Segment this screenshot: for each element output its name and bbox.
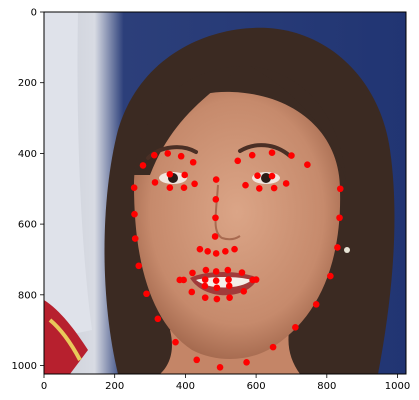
landmark-point-55 xyxy=(240,287,248,295)
landmark-point-2 xyxy=(131,235,139,242)
landmark-point-36 xyxy=(151,179,159,186)
landmark-point-22 xyxy=(234,157,242,165)
x-tick-label-0: 0 xyxy=(41,381,47,392)
landmark-point-16 xyxy=(336,185,344,193)
landmark-point-57 xyxy=(213,295,221,303)
landmark-point-5 xyxy=(154,315,162,323)
landmark-point-37 xyxy=(166,170,174,178)
landmark-point-59 xyxy=(188,288,196,296)
landmark-point-15 xyxy=(336,214,343,222)
landmark-point-46 xyxy=(270,184,278,192)
landmark-point-6 xyxy=(172,338,179,346)
y-tick-label-4: 800 xyxy=(18,290,37,301)
landmark-point-21 xyxy=(189,158,197,166)
landmark-point-44 xyxy=(268,172,276,180)
portrait-photo xyxy=(44,12,406,374)
landmark-point-50 xyxy=(202,266,210,274)
landmark-point-0 xyxy=(130,184,138,191)
landmark-point-31 xyxy=(196,245,204,253)
landmark-point-14 xyxy=(334,244,341,251)
x-axis: 0 200 400 600 800 1000 xyxy=(41,374,410,392)
landmark-point-56 xyxy=(226,294,233,301)
landmark-point-34 xyxy=(222,248,229,255)
landmark-point-9 xyxy=(243,359,250,366)
axes-frame xyxy=(43,11,407,375)
landmark-point-24 xyxy=(268,149,276,156)
landmark-point-3 xyxy=(135,262,143,270)
landmark-point-23 xyxy=(248,151,256,159)
landmark-point-8 xyxy=(216,363,224,371)
landmark-point-41 xyxy=(166,184,174,191)
landmark-point-53 xyxy=(238,269,246,276)
landmark-point-61 xyxy=(201,276,209,283)
landmark-point-64 xyxy=(249,276,256,284)
landmark-point-20 xyxy=(177,152,185,160)
landmark-point-27 xyxy=(212,176,220,183)
x-tick-label-5: 1000 xyxy=(385,381,410,392)
y-tick-label-2: 400 xyxy=(18,149,37,160)
landmark-point-60 xyxy=(180,276,187,284)
landmark-point-47 xyxy=(255,185,263,192)
landmark-point-7 xyxy=(193,356,201,364)
landmark-point-35 xyxy=(231,245,238,253)
landmark-point-18 xyxy=(151,151,158,159)
landmark-point-58 xyxy=(201,294,209,301)
landmark-point-29 xyxy=(212,214,219,222)
landmark-point-1 xyxy=(131,210,138,218)
landmark-point-40 xyxy=(180,184,188,191)
landmark-point-26 xyxy=(304,161,311,169)
y-axis: 0 200 400 600 800 1000 xyxy=(12,8,44,372)
landmark-point-65 xyxy=(225,282,233,290)
y-tick-label-5: 1000 xyxy=(12,361,37,372)
landmark-markers xyxy=(130,149,344,371)
landmark-point-12 xyxy=(312,301,320,308)
landmark-point-17 xyxy=(139,162,147,169)
landmark-point-32 xyxy=(204,248,211,255)
y-tick-label-0: 0 xyxy=(31,8,37,19)
x-tick-label-1: 200 xyxy=(105,381,124,392)
landmark-point-25 xyxy=(288,152,295,159)
landmark-point-30 xyxy=(211,233,219,240)
landmark-point-43 xyxy=(254,172,261,179)
y-tick-label-3: 600 xyxy=(18,220,37,231)
landmark-point-19 xyxy=(164,150,172,157)
x-tick-label-3: 600 xyxy=(247,381,266,392)
y-tick-label-1: 200 xyxy=(18,78,37,89)
landmark-point-67 xyxy=(201,282,209,290)
landmark-point-49 xyxy=(189,269,196,277)
landmark-point-11 xyxy=(292,324,299,331)
landmark-point-4 xyxy=(143,290,150,298)
landmark-point-33 xyxy=(212,250,220,257)
landmark-point-39 xyxy=(191,180,198,188)
landmark-point-38 xyxy=(181,171,188,179)
landmark-point-45 xyxy=(282,180,290,187)
x-tick-label-2: 400 xyxy=(176,381,195,392)
x-tick-label-4: 800 xyxy=(317,381,336,392)
landmark-point-52 xyxy=(224,266,232,274)
landmark-point-13 xyxy=(327,272,334,280)
landmark-point-66 xyxy=(213,284,221,292)
landmark-point-62 xyxy=(212,277,220,284)
landmark-point-42 xyxy=(242,181,249,189)
landmark-point-51 xyxy=(212,268,220,275)
landmark-point-63 xyxy=(225,276,232,283)
landmark-point-28 xyxy=(212,196,220,203)
landmark-point-10 xyxy=(269,343,277,351)
